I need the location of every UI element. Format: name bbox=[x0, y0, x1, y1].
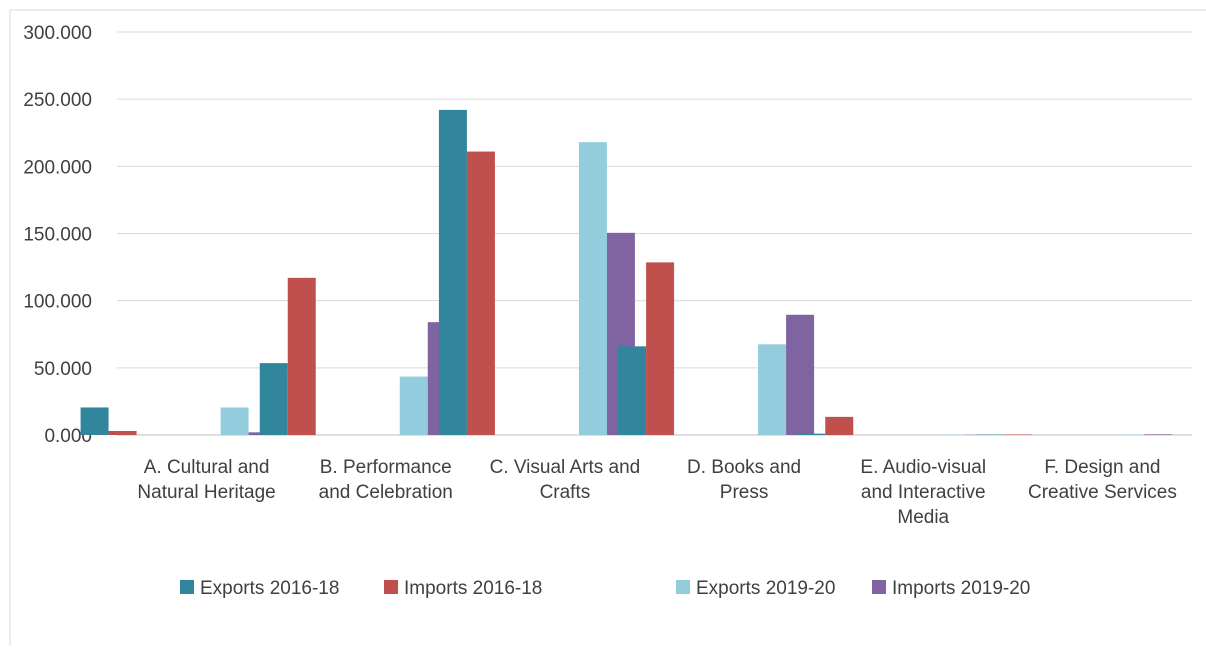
bar-2-3 bbox=[467, 152, 495, 435]
legend-swatch bbox=[676, 580, 690, 594]
category-label: D. Books and bbox=[687, 457, 801, 478]
category-label: and Interactive bbox=[861, 482, 986, 503]
y-tick-label: 50.000 bbox=[34, 359, 92, 380]
category-label: C. Visual Arts and bbox=[490, 457, 641, 478]
bar-2-2 bbox=[288, 278, 316, 435]
y-tick-label: 200.000 bbox=[23, 157, 92, 178]
category-label: F. Design and bbox=[1044, 457, 1160, 478]
y-tick-label: 150.000 bbox=[23, 225, 92, 246]
legend-label: Exports 2016-18 bbox=[200, 578, 339, 599]
y-tick-label: 250.000 bbox=[23, 90, 92, 111]
bar-1-4 bbox=[618, 346, 646, 435]
y-tick-label: 100.000 bbox=[23, 292, 92, 313]
category-label: Crafts bbox=[540, 482, 591, 503]
bar-4-6 bbox=[1144, 434, 1172, 435]
legend-item: Imports 2019-20 bbox=[872, 578, 1030, 599]
bar-4-4 bbox=[786, 315, 814, 435]
bar-2-6 bbox=[1004, 434, 1032, 435]
y-axis-tick-labels: 0.00050.000100.000150.000200.000250.0003… bbox=[23, 23, 92, 447]
category-label: and Celebration bbox=[319, 482, 453, 503]
category-label: Press bbox=[720, 482, 769, 503]
legend: Exports 2016-18 Imports 2016-18 Exports 20… bbox=[180, 578, 1030, 599]
legend-item: Exports 2019-20 bbox=[676, 578, 835, 599]
bar-3-3 bbox=[579, 142, 607, 435]
bar-1-1 bbox=[81, 407, 109, 435]
legend-label: Imports 2016-18 bbox=[404, 578, 542, 599]
legend-label: Exports 2019-20 bbox=[696, 578, 835, 599]
bar-3-2 bbox=[400, 377, 428, 435]
legend-swatch bbox=[384, 580, 398, 594]
bar-2-4 bbox=[646, 262, 674, 435]
category-label: Natural Heritage bbox=[137, 482, 275, 503]
category-label: B. Performance bbox=[320, 457, 452, 478]
legend-label: Imports 2019-20 bbox=[892, 578, 1030, 599]
legend-item: Exports 2016-18 bbox=[180, 578, 339, 599]
bar-2-1 bbox=[109, 431, 137, 435]
x-axis-category-labels: A. Cultural and Natural Heritage B. Perfor… bbox=[137, 457, 1176, 528]
bar-1-5 bbox=[797, 434, 825, 435]
bar-3-1 bbox=[221, 407, 249, 435]
category-label: E. Audio-visual bbox=[860, 457, 986, 478]
legend-swatch bbox=[180, 580, 194, 594]
legend-item: Imports 2016-18 bbox=[384, 578, 542, 599]
category-label: Media bbox=[897, 507, 949, 528]
y-tick-label: 300.000 bbox=[23, 23, 92, 44]
category-label: A. Cultural and bbox=[144, 457, 270, 478]
legend-swatch bbox=[872, 580, 886, 594]
bar-2-5 bbox=[825, 417, 853, 435]
bars bbox=[81, 110, 1173, 435]
category-label: Creative Services bbox=[1028, 482, 1177, 503]
bar-1-2 bbox=[260, 363, 288, 435]
bar-3-4 bbox=[758, 344, 786, 435]
bar-1-3 bbox=[439, 110, 467, 435]
